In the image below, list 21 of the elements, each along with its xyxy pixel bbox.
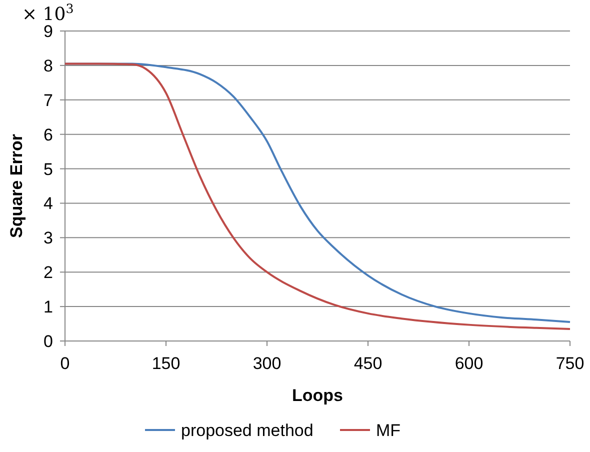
y-tick-label: 4 (44, 194, 53, 214)
x-tick-label: 600 (454, 354, 484, 373)
x-tick-label: 150 (152, 354, 180, 373)
y-tick-label: 9 (44, 22, 53, 41)
y-tick-label: 3 (44, 228, 53, 248)
y-tick-label: 1 (44, 298, 53, 317)
text: × 10$^{3}$ (22, 0, 74, 25)
legend-label: MF (376, 421, 401, 440)
x-tick-label: 0 (60, 354, 70, 373)
y-tick-label: 7 (44, 90, 53, 110)
x-tick-label: 450 (354, 354, 382, 373)
y-tick-label: 8 (44, 56, 53, 76)
x-tick-label: 300 (252, 354, 282, 373)
y-tick-label: 2 (44, 263, 53, 282)
y-tick-label: 5 (44, 160, 53, 179)
x-axis-title: Loops (292, 386, 343, 405)
y-axis-title: Square Error (7, 134, 26, 238)
y-tick-label: 0 (44, 332, 53, 351)
x-tick-label: 750 (556, 354, 584, 373)
legend-label: proposed method (181, 421, 314, 440)
y-tick-label: 6 (44, 125, 53, 144)
